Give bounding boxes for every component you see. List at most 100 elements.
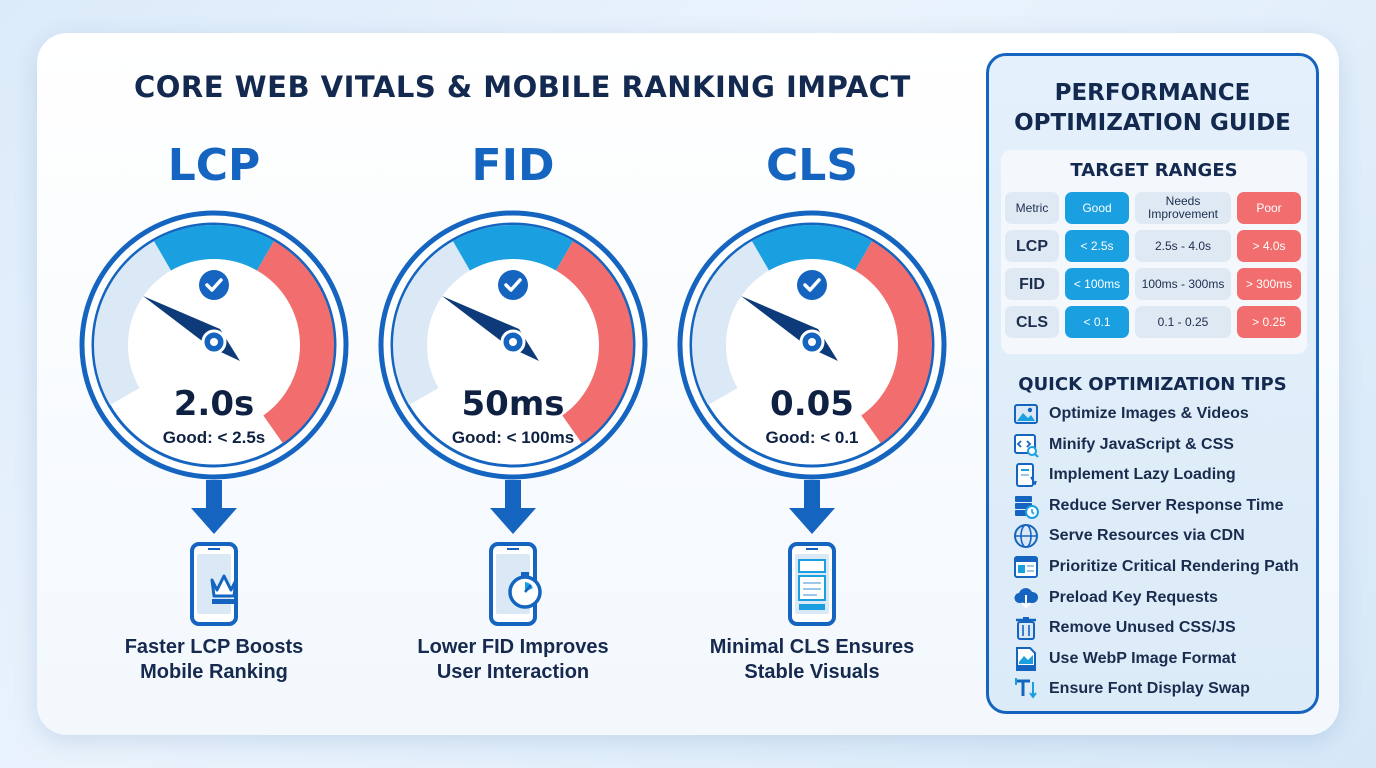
good-threshold: Good: < 0.1 <box>765 428 859 447</box>
gauge-needle-hub-center <box>808 338 816 346</box>
metric-value: 0.05 <box>770 384 854 424</box>
header-poor: Poor <box>1237 192 1301 224</box>
gauge-needle-hub-center <box>509 338 517 346</box>
fid-gauge <box>378 210 648 480</box>
optimization-guide-panel: PERFORMANCE OPTIMIZATION GUIDE TARGET RA… <box>986 53 1319 714</box>
good-threshold: Good: < 100ms <box>451 428 575 447</box>
good-threshold: Good: < 2.5s <box>162 428 266 447</box>
tip-item: Serve Resources via CDN <box>1013 522 1313 550</box>
crown-icon <box>210 574 238 598</box>
metric-caption: Minimal CLS Ensures Stable Visuals <box>709 636 915 683</box>
tip-item: Preload Key Requests <box>1013 584 1313 612</box>
arrow-head <box>191 508 237 534</box>
metric-lcp: LCP 2.0s Good: < 2.5s Faster LCP Boosts … <box>64 140 364 683</box>
tip-label: Minify JavaScript & CSS <box>1049 435 1234 453</box>
check-badge-icon <box>797 270 827 300</box>
row-poor: > 300ms <box>1237 268 1301 300</box>
check-mark-icon <box>504 278 522 292</box>
arrow-down-icon <box>191 480 237 534</box>
crown-base <box>212 599 236 604</box>
layout-footer <box>799 604 825 610</box>
tips-title: QUICK OPTIMIZATION TIPS <box>1018 374 1287 395</box>
tip-label: Reduce Server Response Time <box>1049 496 1284 514</box>
metric-name: LCP <box>167 140 261 191</box>
tip-item: Implement Lazy Loading <box>1013 461 1313 489</box>
cls-gauge <box>677 210 947 480</box>
row-good: < 100ms <box>1065 268 1129 300</box>
metric-fid: FID 50ms Good: < 100ms Lower FID Improve… <box>363 140 663 683</box>
gauge-band-good <box>453 225 573 271</box>
gauge-band-good <box>752 225 872 271</box>
header-metric: Metric <box>1005 192 1059 224</box>
gauge-band-good <box>154 225 274 271</box>
tip-label: Serve Resources via CDN <box>1049 527 1245 545</box>
gauge-band-poor <box>854 241 932 444</box>
check-badge-icon <box>498 270 528 300</box>
metric-name: CLS <box>765 140 859 191</box>
tip-label: Remove Unused CSS/JS <box>1049 619 1236 637</box>
metric-value: 50ms <box>461 384 565 424</box>
row-needs: 100ms - 300ms <box>1135 268 1231 300</box>
arrow-shaft <box>804 480 820 510</box>
gauge-band-poor <box>256 241 334 444</box>
tip-label: Preload Key Requests <box>1049 588 1218 606</box>
metric-cls: CLS 0.05 Good: < 0.1 Minimal CLS Ensures… <box>662 140 962 683</box>
check-mark-icon <box>803 278 821 292</box>
render-path-icon <box>1014 556 1038 578</box>
tip-item: Remove Unused CSS/JS <box>1013 614 1313 642</box>
gauge-band-base <box>393 285 439 405</box>
check-mark-icon <box>205 278 223 292</box>
tip-item: Use WebP Image Format <box>1013 645 1313 673</box>
metric-caption: Lower FID Improves User Interaction <box>417 636 609 683</box>
arrow-shaft <box>206 480 222 510</box>
row-poor: > 0.25 <box>1237 306 1301 338</box>
tip-item: Optimize Images & Videos <box>1013 400 1313 428</box>
ranges-title: TARGET RANGES <box>1070 160 1238 181</box>
gauge-band-base <box>94 285 140 405</box>
gauge-band-poor <box>555 241 633 444</box>
tip-label: Prioritize Critical Rendering Path <box>1049 558 1299 575</box>
page-title: CORE WEB VITALS & MOBILE RANKING IMPACT <box>134 70 911 104</box>
row-needs: 2.5s - 4.0s <box>1135 230 1231 262</box>
globe-icon <box>1014 524 1038 549</box>
server-clock-icon <box>1015 495 1039 519</box>
row-good: < 0.1 <box>1065 306 1129 338</box>
metric-caption: Faster LCP Boosts Mobile Ranking <box>124 636 304 683</box>
stopwatch-hand <box>524 584 532 593</box>
image-icon <box>1014 404 1038 424</box>
tip-item: Minify JavaScript & CSS <box>1013 431 1313 459</box>
lazy-load-icon <box>1016 463 1037 488</box>
header-good: Good <box>1065 192 1129 224</box>
metric-name: FID <box>471 140 555 191</box>
phone-crown-icon <box>190 542 238 626</box>
row-metric: CLS <box>1005 306 1059 338</box>
target-ranges-table: TARGET RANGES Metric Good Needs Improvem… <box>1001 150 1307 354</box>
font-swap-icon <box>1015 678 1037 700</box>
tip-item: Reduce Server Response Time <box>1013 492 1313 520</box>
arrow-shaft <box>505 480 521 510</box>
row-metric: FID <box>1005 268 1059 300</box>
arrow-down-icon <box>789 480 835 534</box>
header-needs: Needs Improvement <box>1135 192 1231 224</box>
trash-icon <box>1016 617 1036 641</box>
tip-label: Optimize Images & Videos <box>1049 405 1249 422</box>
guide-title: PERFORMANCE OPTIMIZATION GUIDE <box>1014 80 1291 136</box>
layout-header <box>798 559 826 573</box>
phone-stopwatch-icon <box>489 542 542 626</box>
stopwatch-button <box>521 572 529 576</box>
phone-layout-icon <box>788 542 836 626</box>
row-metric: LCP <box>1005 230 1059 262</box>
tip-label: Implement Lazy Loading <box>1049 466 1236 484</box>
row-needs: 0.1 - 0.25 <box>1135 306 1231 338</box>
row-good: < 2.5s <box>1065 230 1129 262</box>
check-badge-icon <box>199 270 229 300</box>
arrow-head <box>789 508 835 534</box>
arrow-down-icon <box>490 480 536 534</box>
gauge-needle-hub-center <box>210 338 218 346</box>
tip-label: Use WebP Image Format <box>1049 649 1237 667</box>
tip-label: Ensure Font Display Swap <box>1049 680 1250 698</box>
gauge-band-base <box>692 285 738 405</box>
arrow-head <box>490 508 536 534</box>
lcp-gauge <box>79 210 349 480</box>
webp-file-icon <box>1016 646 1036 671</box>
